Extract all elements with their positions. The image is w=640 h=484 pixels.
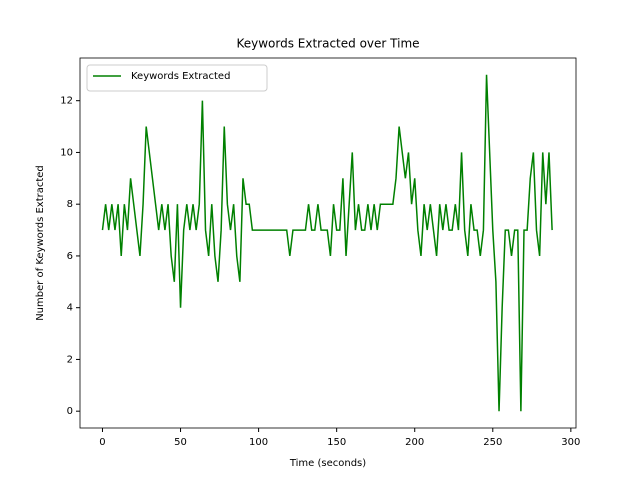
y-tick-label: 2 bbox=[67, 354, 73, 365]
x-tick-label: 200 bbox=[405, 437, 424, 448]
y-tick-label: 0 bbox=[67, 406, 73, 417]
x-tick-label: 250 bbox=[483, 437, 502, 448]
y-tick-label: 8 bbox=[67, 199, 73, 210]
x-tick-label: 100 bbox=[249, 437, 268, 448]
x-tick-label: 150 bbox=[327, 437, 346, 448]
y-axis-label: Number of Keywords Extracted bbox=[35, 165, 46, 321]
chart-title: Keywords Extracted over Time bbox=[236, 37, 419, 51]
legend: Keywords Extracted bbox=[86, 64, 268, 92]
x-tick-label: 300 bbox=[561, 437, 580, 448]
x-tick-label: 0 bbox=[99, 437, 105, 448]
x-tick-label: 50 bbox=[174, 437, 187, 448]
x-axis-label: Time (seconds) bbox=[289, 458, 366, 469]
legend-box bbox=[86, 64, 268, 92]
data-line bbox=[101, 74, 553, 412]
y-tick-label: 6 bbox=[67, 251, 73, 262]
plot-frame bbox=[79, 57, 577, 429]
y-tick-label: 4 bbox=[67, 303, 73, 314]
legend-label: Keywords Extracted bbox=[131, 71, 230, 82]
y-tick-label: 12 bbox=[60, 96, 73, 107]
y-tick-label: 10 bbox=[60, 147, 73, 158]
